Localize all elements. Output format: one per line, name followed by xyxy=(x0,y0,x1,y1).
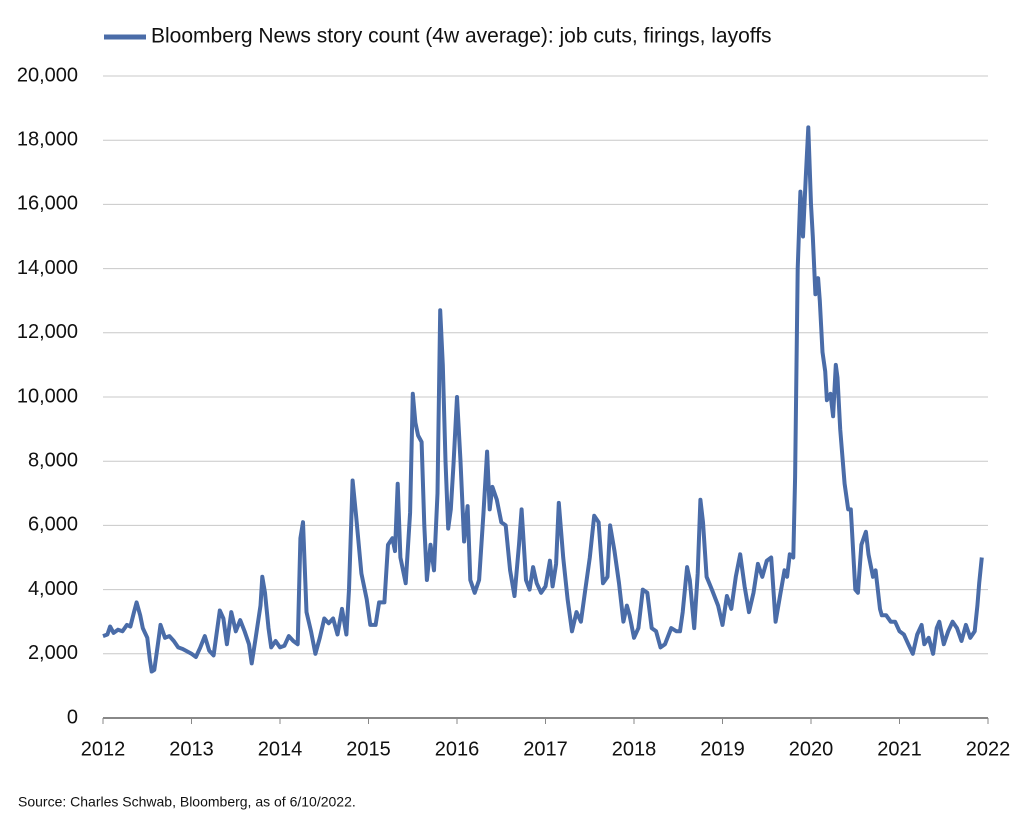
x-tick-label: 2020 xyxy=(789,738,834,760)
y-tick-label: 2,000 xyxy=(28,642,78,664)
y-tick-label: 0 xyxy=(67,706,78,728)
y-tick-label: 20,000 xyxy=(17,64,78,86)
y-tick-label: 8,000 xyxy=(28,449,78,471)
y-tick-label: 4,000 xyxy=(28,578,78,600)
y-tick-label: 16,000 xyxy=(17,193,78,215)
x-tick-label: 2021 xyxy=(877,738,922,760)
y-tick-label: 6,000 xyxy=(28,514,78,536)
source-note: Source: Charles Schwab, Bloomberg, as of… xyxy=(18,794,356,810)
x-tick-label: 2022 xyxy=(966,738,1011,760)
y-tick-label: 10,000 xyxy=(17,385,78,407)
y-tick-label: 18,000 xyxy=(17,128,78,150)
x-tick-label: 2016 xyxy=(435,738,480,760)
x-tick-label: 2012 xyxy=(81,738,126,760)
x-tick-label: 2014 xyxy=(258,738,303,760)
x-tick-label: 2013 xyxy=(169,738,214,760)
y-tick-label: 12,000 xyxy=(17,321,78,343)
x-tick-label: 2017 xyxy=(523,738,568,760)
y-tick-label: 14,000 xyxy=(17,257,78,279)
x-tick-label: 2018 xyxy=(612,738,657,760)
legend-label: Bloomberg News story count (4w average):… xyxy=(151,25,772,48)
x-tick-label: 2019 xyxy=(700,738,745,760)
x-tick-label: 2015 xyxy=(346,738,391,760)
data-line xyxy=(102,125,984,674)
